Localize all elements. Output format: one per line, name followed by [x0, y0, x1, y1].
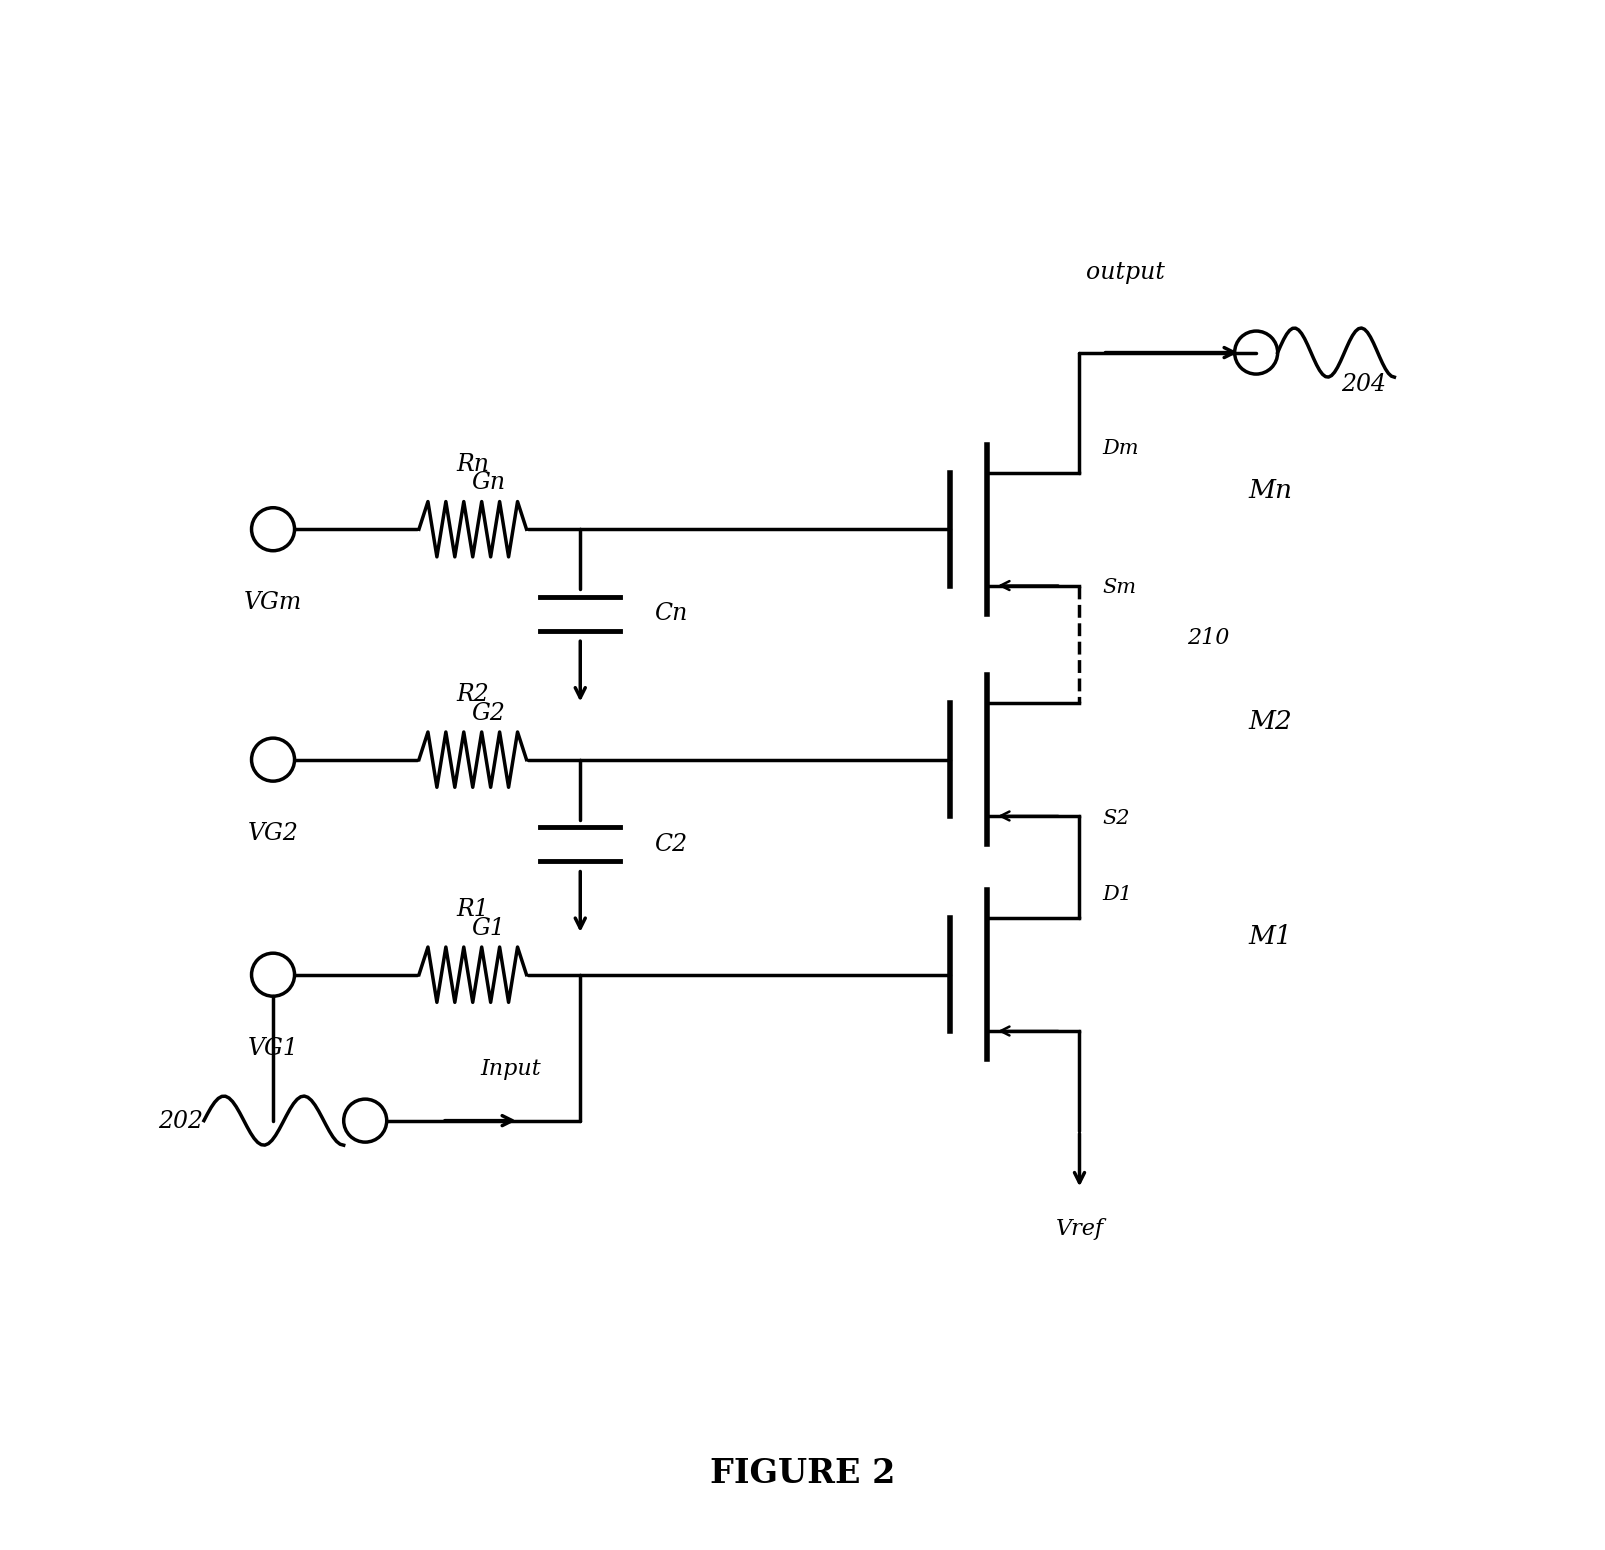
Text: M2: M2 [1247, 708, 1292, 733]
Text: Input: Input [480, 1057, 541, 1079]
Text: G1: G1 [470, 916, 504, 939]
Text: Sm: Sm [1103, 578, 1136, 597]
Text: 202: 202 [157, 1110, 202, 1133]
Text: Gn: Gn [470, 471, 506, 494]
Text: output: output [1085, 260, 1164, 284]
Text: C2: C2 [653, 832, 687, 856]
Text: Mn: Mn [1247, 479, 1292, 504]
Text: M1: M1 [1247, 924, 1292, 949]
Text: Vref: Vref [1054, 1218, 1103, 1240]
Text: 204: 204 [1340, 374, 1385, 395]
Text: R2: R2 [456, 684, 490, 707]
Text: Rn: Rn [456, 453, 490, 476]
Text: VGm: VGm [244, 591, 302, 614]
Text: 210: 210 [1186, 628, 1229, 649]
Text: VG1: VG1 [247, 1037, 299, 1060]
Text: D1: D1 [1103, 885, 1132, 904]
Text: G2: G2 [470, 702, 504, 725]
Text: R1: R1 [456, 899, 490, 921]
Text: Cn: Cn [653, 603, 687, 625]
Text: Dm: Dm [1103, 440, 1138, 459]
Text: S2: S2 [1103, 809, 1130, 828]
Text: FIGURE 2: FIGURE 2 [709, 1457, 896, 1491]
Text: VG2: VG2 [247, 822, 299, 845]
